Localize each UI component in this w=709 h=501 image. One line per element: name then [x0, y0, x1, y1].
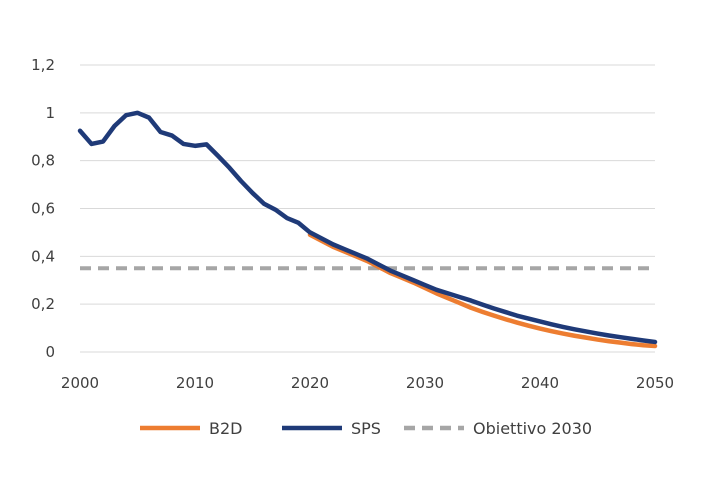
y-tick-label: 0,4 — [31, 247, 55, 265]
x-tick-label: 2030 — [406, 374, 444, 392]
y-tick-label: 0 — [45, 343, 55, 361]
x-axis-ticks: 2000 2010 2020 2030 2040 2050 — [61, 374, 674, 392]
legend: B2D SPS Obiettivo 2030 — [140, 419, 592, 438]
x-tick-label: 2050 — [636, 374, 674, 392]
x-tick-label: 2010 — [176, 374, 214, 392]
gridlines — [80, 64, 655, 353]
legend-label: Obiettivo 2030 — [473, 419, 592, 438]
x-tick-label: 2040 — [521, 374, 559, 392]
y-axis-ticks: 0 0,2 0,4 0,6 0,8 1 1,2 — [31, 56, 55, 361]
legend-label: SPS — [351, 419, 381, 438]
x-tick-label: 2020 — [291, 374, 329, 392]
y-tick-label: 0,2 — [31, 295, 55, 313]
y-tick-label: 0,6 — [31, 200, 55, 218]
series-line-sps — [77, 110, 658, 345]
series-lines — [77, 110, 658, 349]
y-tick-label: 1 — [45, 104, 55, 122]
y-tick-label: 1,2 — [31, 56, 55, 74]
y-tick-label: 0,8 — [31, 152, 55, 170]
legend-label: B2D — [209, 419, 242, 438]
x-tick-label: 2000 — [61, 374, 99, 392]
series-line-b2d — [307, 232, 658, 349]
